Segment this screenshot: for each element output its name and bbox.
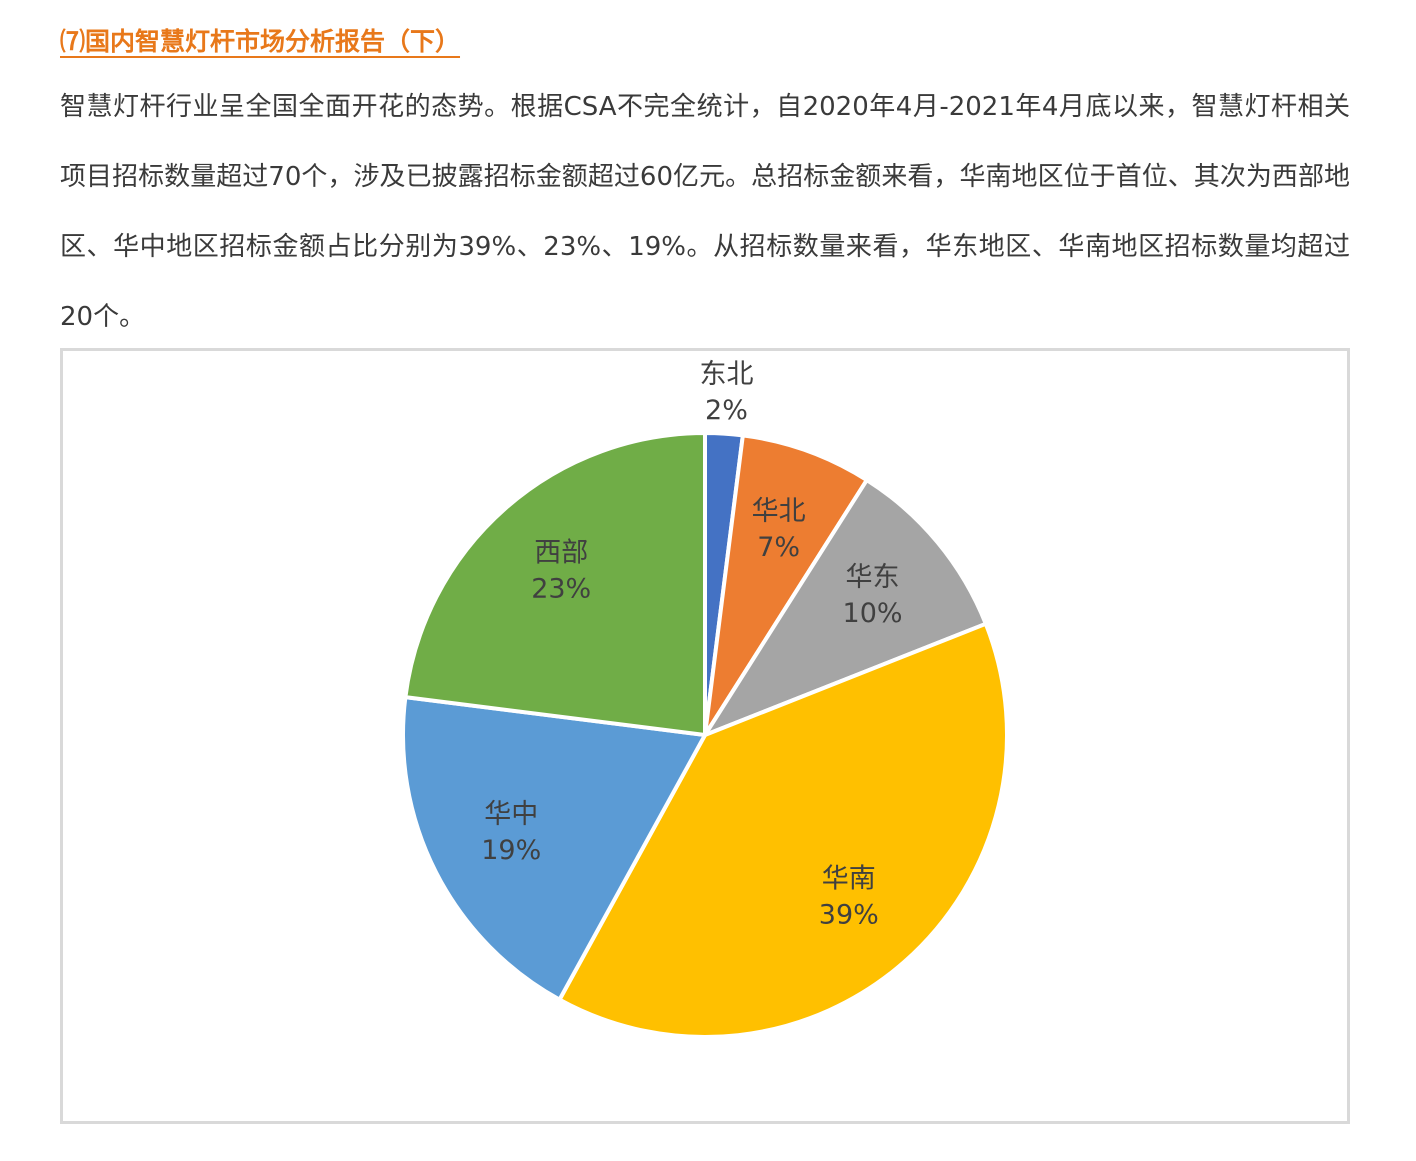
slice-value-label: 10% — [843, 598, 903, 629]
slice-value-label: 19% — [481, 835, 541, 866]
paragraph: 智慧灯杆行业呈全国全面开花的态势。根据CSA不完全统计，自2020年4月-202… — [60, 92, 1350, 332]
heading: ⑺国内智慧灯杆市场分析报告（下） — [60, 27, 461, 56]
slice-value-label: 39% — [819, 900, 879, 931]
pie-slice — [703, 478, 988, 737]
pie-slice — [403, 431, 707, 737]
chart: 东北 2% 华北 7% 华东 10% 华南 39% 华中 19% 西部 23% — [401, 359, 1009, 1039]
slice-label: 西部 — [534, 537, 588, 568]
slice-label: 东北 — [699, 359, 753, 390]
chart-frame: 东北 2% 华北 7% 华东 10% 华南 39% 华中 19% 西部 23% — [60, 348, 1350, 1124]
pie-slice — [401, 695, 707, 1002]
slice-label: 华南 — [822, 864, 876, 895]
slice-label: 华东 — [846, 562, 900, 593]
slice-label: 华中 — [484, 799, 538, 830]
pie-slice — [703, 433, 869, 737]
slice-value-label: 23% — [531, 573, 591, 604]
slice-label: 华北 — [752, 496, 806, 527]
slice-value-label: 2% — [705, 395, 748, 426]
pie-slice — [557, 621, 1009, 1039]
slice-value-label: 7% — [757, 532, 800, 563]
